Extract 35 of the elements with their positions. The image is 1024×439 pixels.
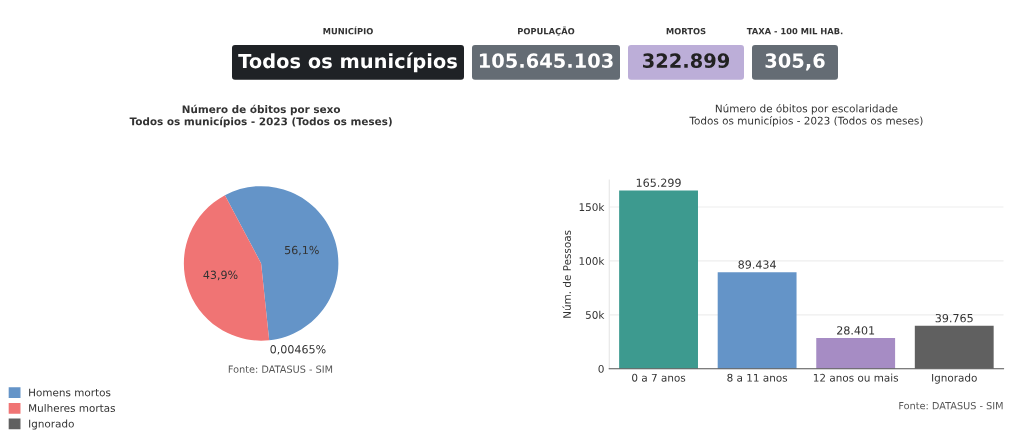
data-label: 43,9%: [203, 270, 238, 281]
category-label: MORTOS: [666, 28, 706, 35]
category-label: TAXA - 100 MIL HAB.: [746, 28, 843, 35]
legend-label: Homens mortos: [29, 388, 111, 397]
bar: [717, 272, 797, 369]
text: Todos os municípios: [238, 52, 457, 73]
x-tick-label: 12 anos ou mais: [813, 373, 899, 382]
text: 305,6: [765, 53, 825, 71]
chart-title: Número de óbitos por escolaridade Todos os municípios - 2023 (Todos os meses): [689, 103, 923, 127]
source-note: Fonte: DATASUS - SIM: [228, 365, 333, 373]
x-tick-label: Ignorado: [932, 373, 977, 384]
pie-slice: [183, 195, 270, 341]
data-label: 28.401: [837, 326, 875, 335]
category-label: POPULAÇÃO: [518, 26, 575, 36]
y-tick-label: 150k: [579, 203, 605, 212]
data-label: 0,00465%: [270, 345, 326, 355]
y-axis-title: Núm. de Pessoas: [562, 230, 571, 318]
text: 105.645.103: [479, 53, 613, 68]
y-tick-label: 0: [598, 364, 604, 373]
bar: [619, 190, 698, 369]
data-label: 56,1%: [284, 245, 319, 256]
bar: [816, 338, 896, 369]
text: 322.899: [643, 53, 730, 68]
category-label: MUNICÍPIO: [323, 26, 373, 35]
x-tick-label: 0 a 7 anos: [632, 373, 686, 382]
y-tick-label: 50k: [585, 310, 605, 319]
x-tick-label: 8 a 11 anos: [727, 373, 788, 382]
legend-label: Ignorado: [29, 419, 74, 430]
data-label: 39.765: [935, 313, 973, 323]
data-label: 165.299: [636, 178, 681, 187]
data-label: 89.434: [738, 260, 776, 269]
source-note: Fonte: DATASUS - SIM: [899, 401, 1003, 410]
y-tick-label: 100k: [579, 256, 605, 265]
chart-title: Número de óbitos por sexo Todos os municípios - 2023 (Todos os meses): [129, 104, 392, 128]
legend-label: Mulheres mortas: [29, 403, 115, 412]
